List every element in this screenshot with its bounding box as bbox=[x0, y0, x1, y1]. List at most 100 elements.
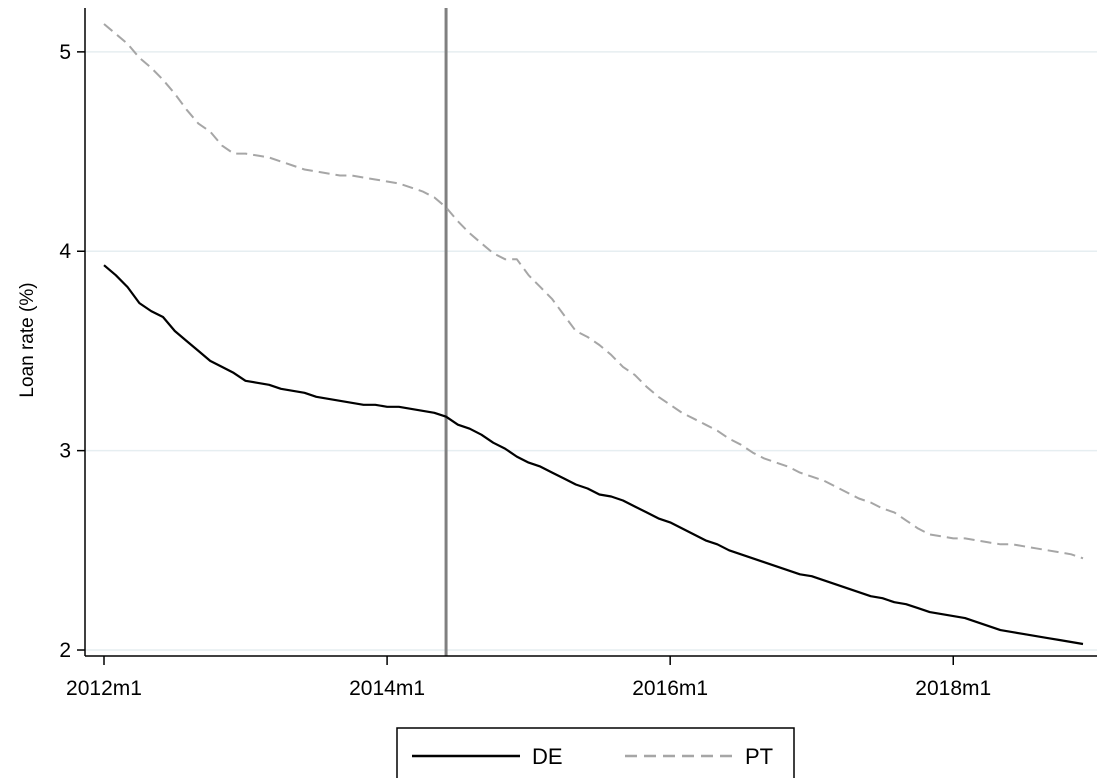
data-point-pt bbox=[905, 519, 908, 522]
data-point-de bbox=[504, 447, 507, 450]
data-point-pt bbox=[150, 66, 153, 69]
data-point-de bbox=[374, 403, 377, 406]
legend-box bbox=[396, 727, 795, 778]
data-point-de bbox=[338, 399, 341, 402]
data-point-de bbox=[763, 561, 766, 564]
data-point-pt bbox=[940, 535, 943, 538]
data-point-de bbox=[1034, 635, 1037, 638]
data-point-pt bbox=[1058, 551, 1061, 554]
data-point-pt bbox=[527, 274, 530, 277]
data-point-pt bbox=[728, 437, 731, 440]
y-axis-title: Loan rate (%) bbox=[17, 282, 38, 397]
data-point-pt bbox=[999, 543, 1002, 546]
data-point-de bbox=[244, 379, 247, 382]
data-point-pt bbox=[822, 479, 825, 482]
data-point-de bbox=[1070, 641, 1073, 644]
data-point-pt bbox=[126, 42, 129, 45]
data-point-de bbox=[386, 405, 389, 408]
data-point-pt bbox=[468, 232, 471, 235]
y-tick-label-5: 5 bbox=[59, 41, 71, 64]
data-point-pt bbox=[775, 461, 778, 464]
data-point-de bbox=[315, 395, 318, 398]
data-point-de bbox=[279, 387, 282, 390]
data-point-de bbox=[987, 625, 990, 628]
data-point-pt bbox=[834, 485, 837, 488]
data-point-de bbox=[622, 499, 625, 502]
data-point-pt bbox=[421, 190, 424, 193]
data-point-de bbox=[421, 409, 424, 412]
x-tick-label-2014m1: 2014m1 bbox=[349, 677, 425, 700]
data-point-pt bbox=[338, 174, 341, 177]
data-point-de bbox=[881, 597, 884, 600]
data-point-de bbox=[539, 465, 542, 468]
data-point-de bbox=[657, 517, 660, 520]
data-point-de bbox=[197, 349, 200, 352]
data-point-de bbox=[928, 611, 931, 614]
data-point-pt bbox=[810, 475, 813, 478]
x-ticks: 2012m1 2014m1 2016m1 2018m1 bbox=[66, 656, 991, 700]
data-point-de bbox=[551, 471, 554, 474]
data-point-de bbox=[291, 389, 294, 392]
data-point-de bbox=[138, 302, 141, 305]
data-point-pt bbox=[268, 156, 271, 159]
data-point-pt bbox=[964, 537, 967, 540]
series-line-de bbox=[103, 264, 1084, 646]
data-point-pt bbox=[1034, 547, 1037, 550]
data-point-de bbox=[681, 527, 684, 530]
data-point-de bbox=[173, 330, 176, 333]
data-point-pt bbox=[162, 78, 165, 81]
data-point-pt bbox=[397, 182, 400, 185]
data-point-pt bbox=[539, 286, 542, 289]
data-point-de bbox=[126, 286, 129, 289]
data-point-de bbox=[952, 615, 955, 618]
data-point-pt bbox=[138, 56, 141, 59]
data-point-pt bbox=[551, 298, 554, 301]
data-point-de bbox=[492, 441, 495, 444]
data-point-pt bbox=[751, 451, 754, 454]
gridlines bbox=[85, 51, 1097, 651]
data-point-pt bbox=[279, 160, 282, 163]
data-point-pt bbox=[209, 130, 212, 133]
data-point-de bbox=[209, 359, 212, 362]
data-point-de bbox=[103, 264, 106, 267]
data-point-pt bbox=[445, 206, 448, 209]
data-point-pt bbox=[857, 497, 860, 500]
data-point-de bbox=[445, 415, 448, 418]
data-point-de bbox=[810, 575, 813, 578]
data-point-pt bbox=[846, 491, 849, 494]
data-point-pt bbox=[574, 330, 577, 333]
data-point-pt bbox=[173, 92, 176, 95]
data-point-pt bbox=[987, 541, 990, 544]
data-point-pt bbox=[586, 336, 589, 339]
data-point-pt bbox=[645, 385, 648, 388]
data-point-pt bbox=[291, 164, 294, 167]
data-point-de bbox=[563, 477, 566, 480]
data-point-de bbox=[232, 371, 235, 374]
data-point-de bbox=[1058, 639, 1061, 642]
axes bbox=[84, 8, 1097, 657]
y-ticks: 2 3 4 5 bbox=[59, 41, 85, 662]
data-point-de bbox=[834, 583, 837, 586]
data-point-pt bbox=[303, 168, 306, 171]
series-line-pt bbox=[103, 23, 1084, 560]
x-tick-label-2012m1: 2012m1 bbox=[66, 677, 142, 700]
data-point-pt bbox=[103, 23, 106, 26]
data-point-pt bbox=[798, 471, 801, 474]
data-point-de bbox=[775, 565, 778, 568]
data-point-pt bbox=[1023, 545, 1026, 548]
data-point-de bbox=[610, 495, 613, 498]
data-point-pt bbox=[657, 395, 660, 398]
data-point-de bbox=[716, 543, 719, 546]
data-point-pt bbox=[221, 144, 224, 147]
data-point-de bbox=[633, 505, 636, 508]
data-point-de bbox=[327, 397, 330, 400]
x-tick-label-2018m1: 2018m1 bbox=[915, 677, 991, 700]
data-point-pt bbox=[197, 122, 200, 125]
series-pt bbox=[103, 23, 1084, 560]
legend: DE PT bbox=[396, 727, 795, 778]
data-point-pt bbox=[114, 32, 117, 35]
data-point-de bbox=[303, 391, 306, 394]
data-point-de bbox=[456, 423, 459, 426]
data-point-pt bbox=[610, 353, 613, 356]
